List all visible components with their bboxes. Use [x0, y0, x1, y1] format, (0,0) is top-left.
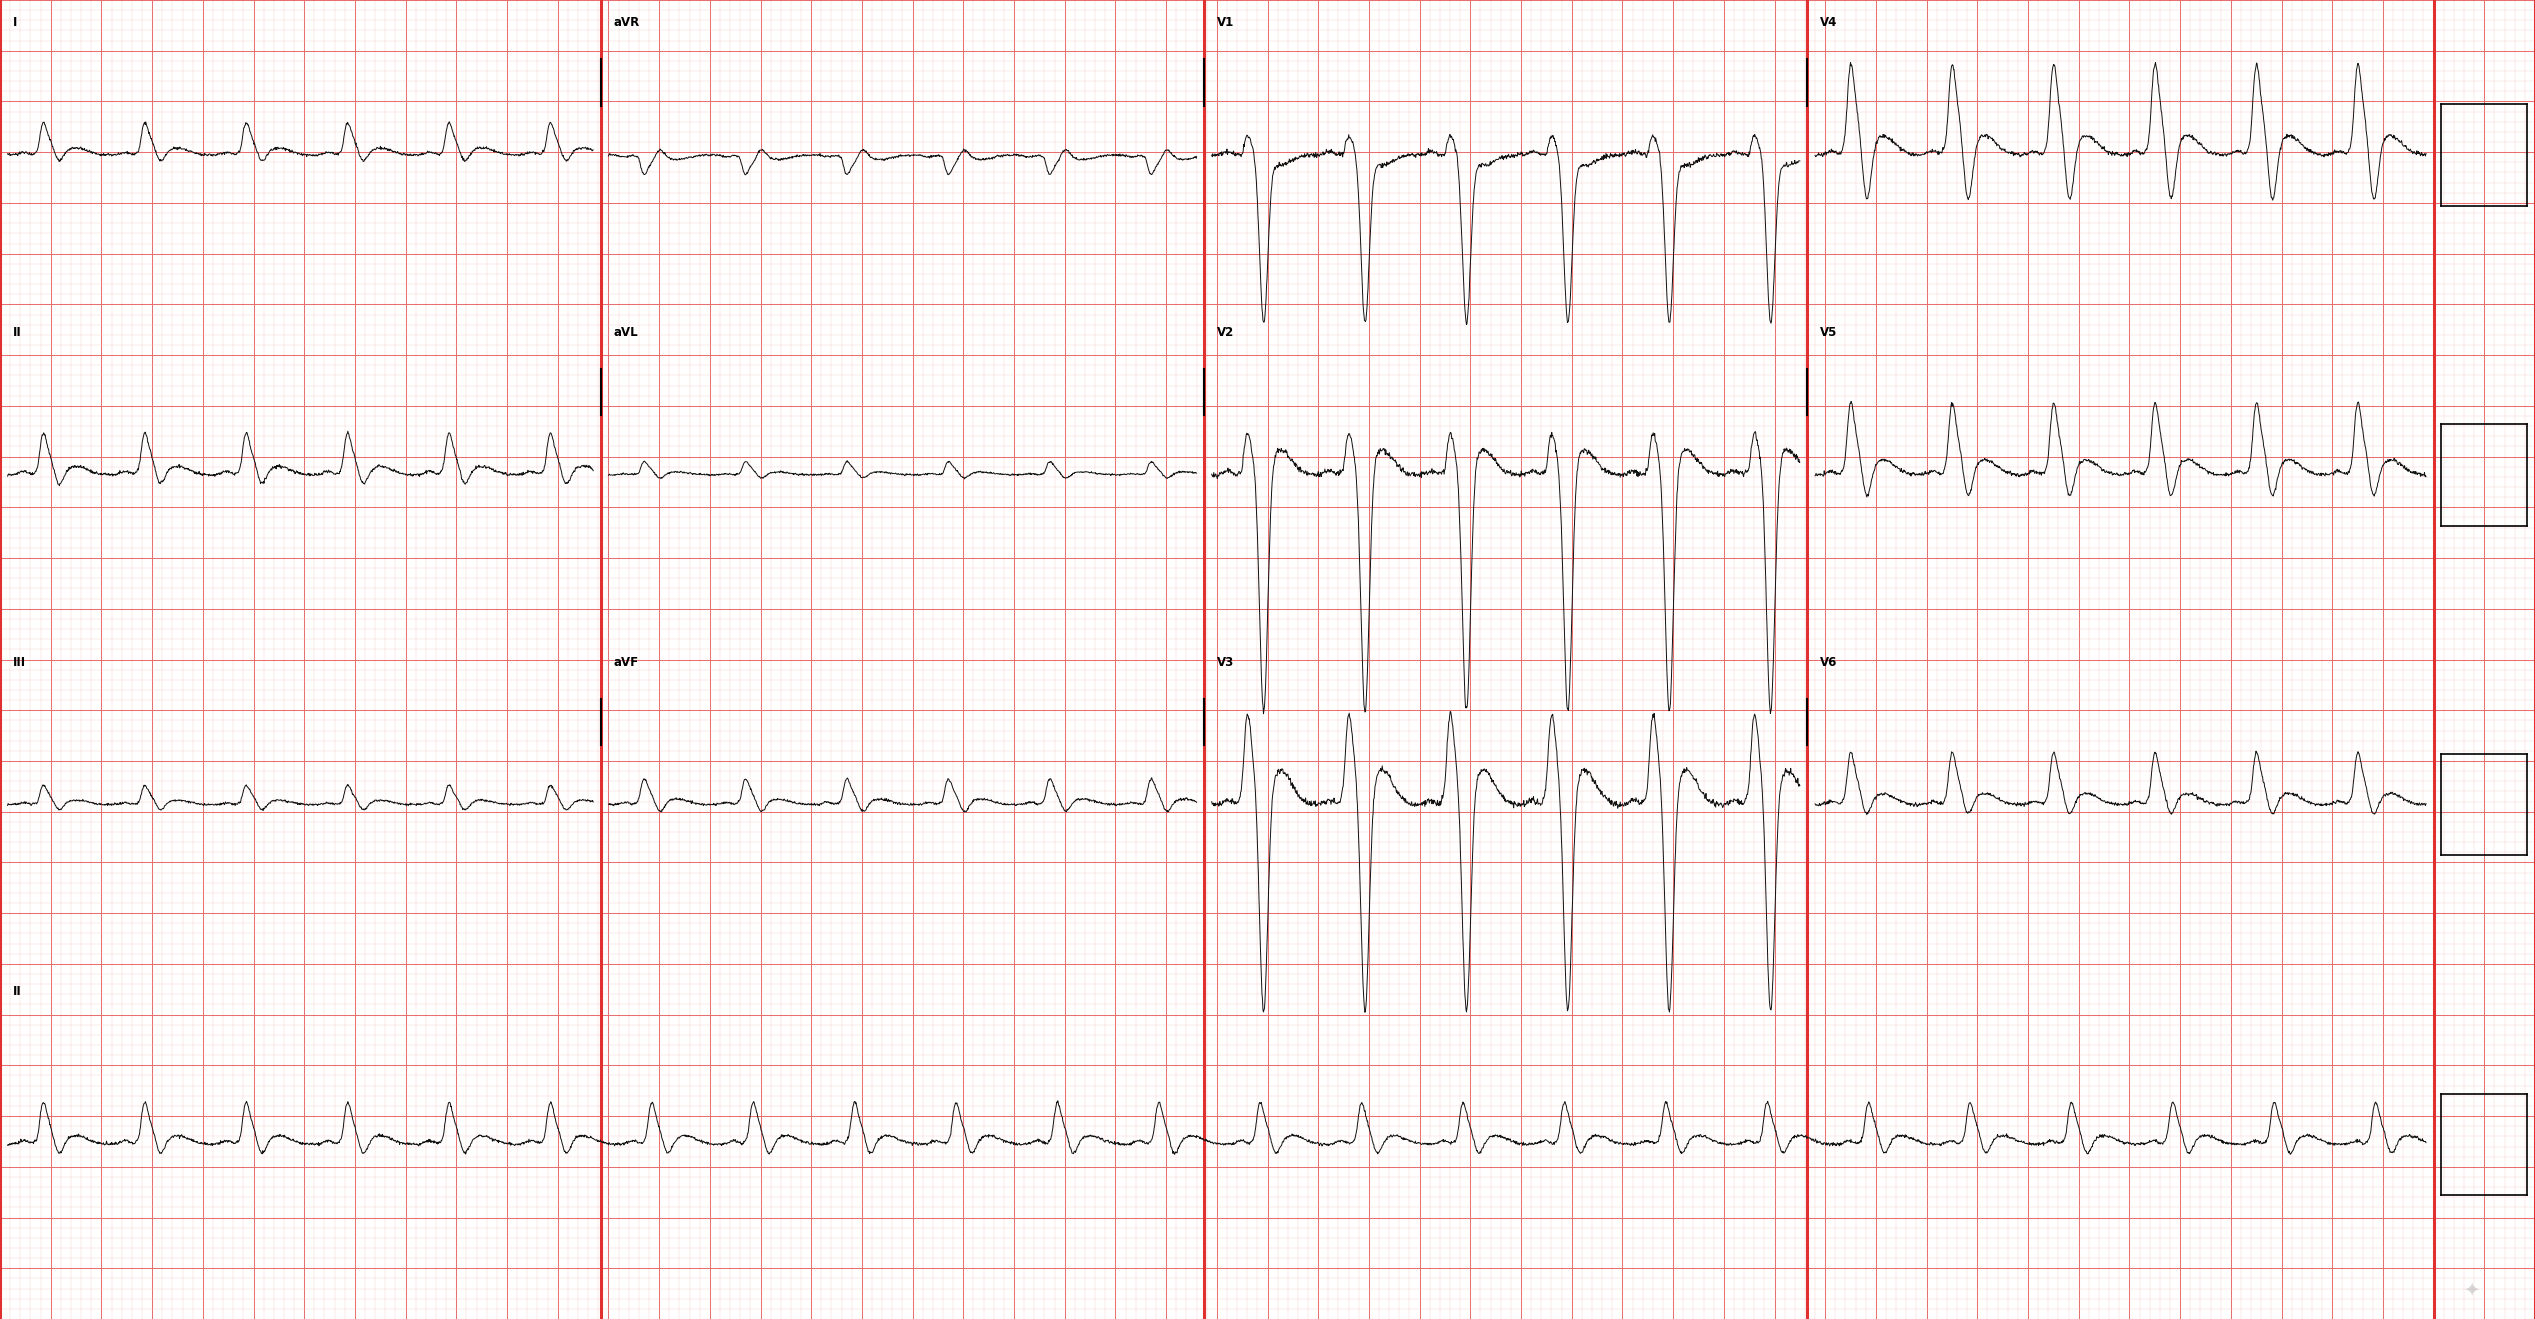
- Text: aVL: aVL: [613, 326, 639, 339]
- Text: II: II: [13, 985, 20, 998]
- Text: ✦: ✦: [2464, 1281, 2479, 1299]
- Text: aVF: aVF: [613, 656, 639, 669]
- Text: V2: V2: [1217, 326, 1235, 339]
- Text: V3: V3: [1217, 656, 1235, 669]
- Text: III: III: [13, 656, 25, 669]
- Text: aVR: aVR: [613, 16, 639, 29]
- Text: V6: V6: [1820, 656, 1838, 669]
- Text: II: II: [13, 326, 20, 339]
- Text: V1: V1: [1217, 16, 1235, 29]
- Text: V5: V5: [1820, 326, 1838, 339]
- Text: V4: V4: [1820, 16, 1838, 29]
- Text: I: I: [13, 16, 18, 29]
